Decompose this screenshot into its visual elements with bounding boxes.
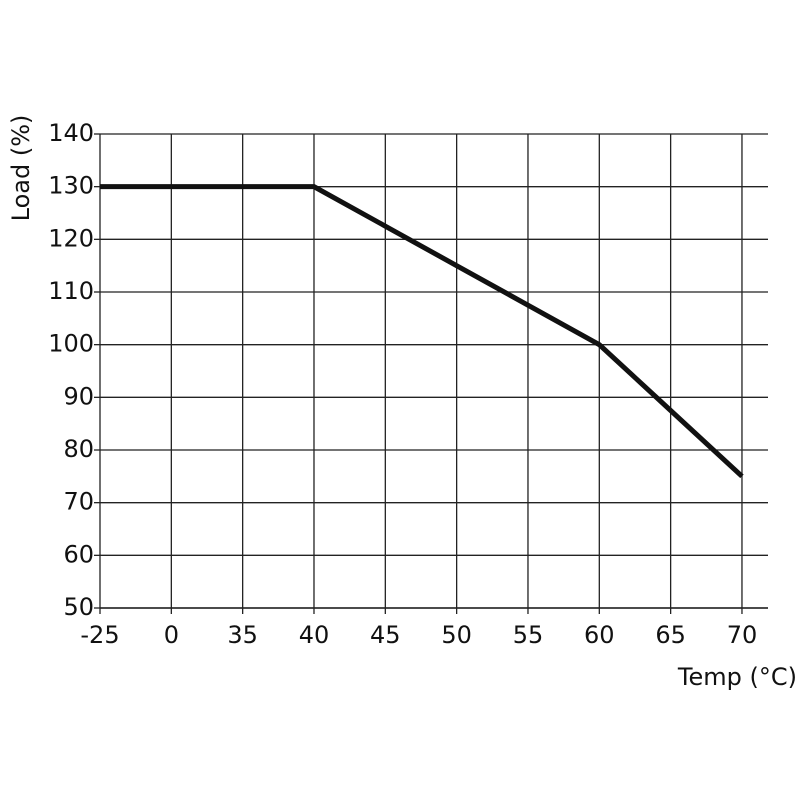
- y-tick-label: 90: [63, 382, 94, 410]
- x-tick-label: 35: [227, 621, 258, 649]
- x-tick-label: 55: [513, 621, 544, 649]
- y-axis-label: Load (%): [7, 115, 35, 222]
- x-tick-label: 60: [584, 621, 615, 649]
- x-tick-label: 50: [441, 621, 472, 649]
- y-tick-label: 60: [63, 540, 94, 568]
- y-tick-label: 130: [48, 172, 94, 200]
- y-tick-label: 140: [48, 119, 94, 147]
- data-line: [100, 184, 744, 479]
- y-tick-label: 80: [63, 435, 94, 463]
- x-tick-label: 45: [370, 621, 401, 649]
- y-tick-label: 110: [48, 277, 94, 305]
- y-tick-label: 100: [48, 330, 94, 358]
- x-axis-label: Temp (°C): [677, 663, 797, 691]
- x-tick-label: 65: [655, 621, 686, 649]
- y-tick-label: 50: [63, 593, 94, 621]
- x-tick-label: 40: [299, 621, 330, 649]
- x-tick-label: 0: [164, 621, 179, 649]
- y-tick-label: 120: [48, 224, 94, 252]
- x-tick-label: -25: [80, 621, 119, 649]
- x-tick-label: 70: [727, 621, 758, 649]
- y-tick-label: 70: [63, 488, 94, 516]
